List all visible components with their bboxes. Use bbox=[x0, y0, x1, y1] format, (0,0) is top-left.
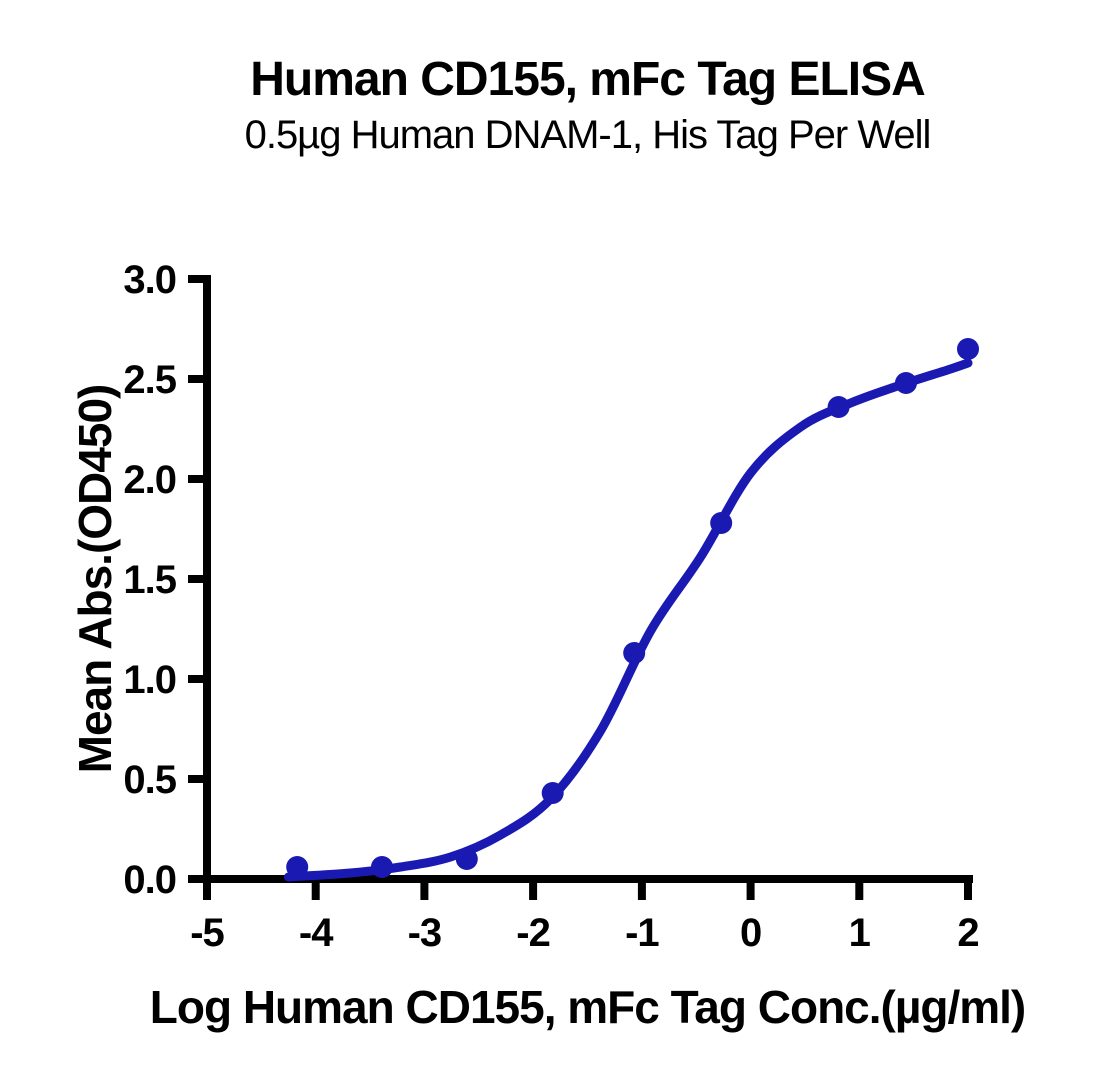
data-point bbox=[286, 856, 309, 878]
x-tick-label: -1 bbox=[625, 911, 659, 955]
chart-subtitle: 0.5µg Human DNAM-1, His Tag Per Well bbox=[244, 113, 932, 157]
data-point bbox=[623, 642, 646, 664]
x-tick-label: -4 bbox=[299, 911, 334, 955]
data-point bbox=[710, 512, 733, 534]
data-point bbox=[541, 782, 564, 804]
y-tick-label: 2.5 bbox=[123, 358, 176, 402]
y-tick-label: 1.5 bbox=[123, 558, 176, 602]
x-tick-label: -3 bbox=[408, 911, 442, 955]
x-tick-label: 0 bbox=[740, 911, 761, 955]
x-tick-label: 1 bbox=[849, 911, 871, 955]
data-point bbox=[371, 856, 393, 878]
x-axis-label: Log Human CD155, mFc Tag Conc.(µg/ml) bbox=[149, 981, 1027, 1033]
y-tick-label: 2.0 bbox=[123, 458, 176, 502]
data-point bbox=[455, 848, 478, 870]
y-tick-label: 0.0 bbox=[123, 858, 176, 902]
data-point bbox=[827, 396, 850, 418]
x-tick-label: 2 bbox=[957, 911, 978, 955]
fit-curve bbox=[284, 358, 973, 882]
x-tick-label: -5 bbox=[190, 911, 224, 955]
y-tick-label: 3.0 bbox=[123, 258, 176, 302]
chart-title: Human CD155, mFc Tag ELISA bbox=[250, 53, 926, 106]
y-tick-label: 0.5 bbox=[123, 758, 176, 802]
data-point bbox=[957, 338, 979, 360]
y-tick-label: 1.0 bbox=[123, 658, 176, 702]
x-tick-label: -2 bbox=[516, 911, 550, 955]
data-point bbox=[895, 372, 917, 394]
